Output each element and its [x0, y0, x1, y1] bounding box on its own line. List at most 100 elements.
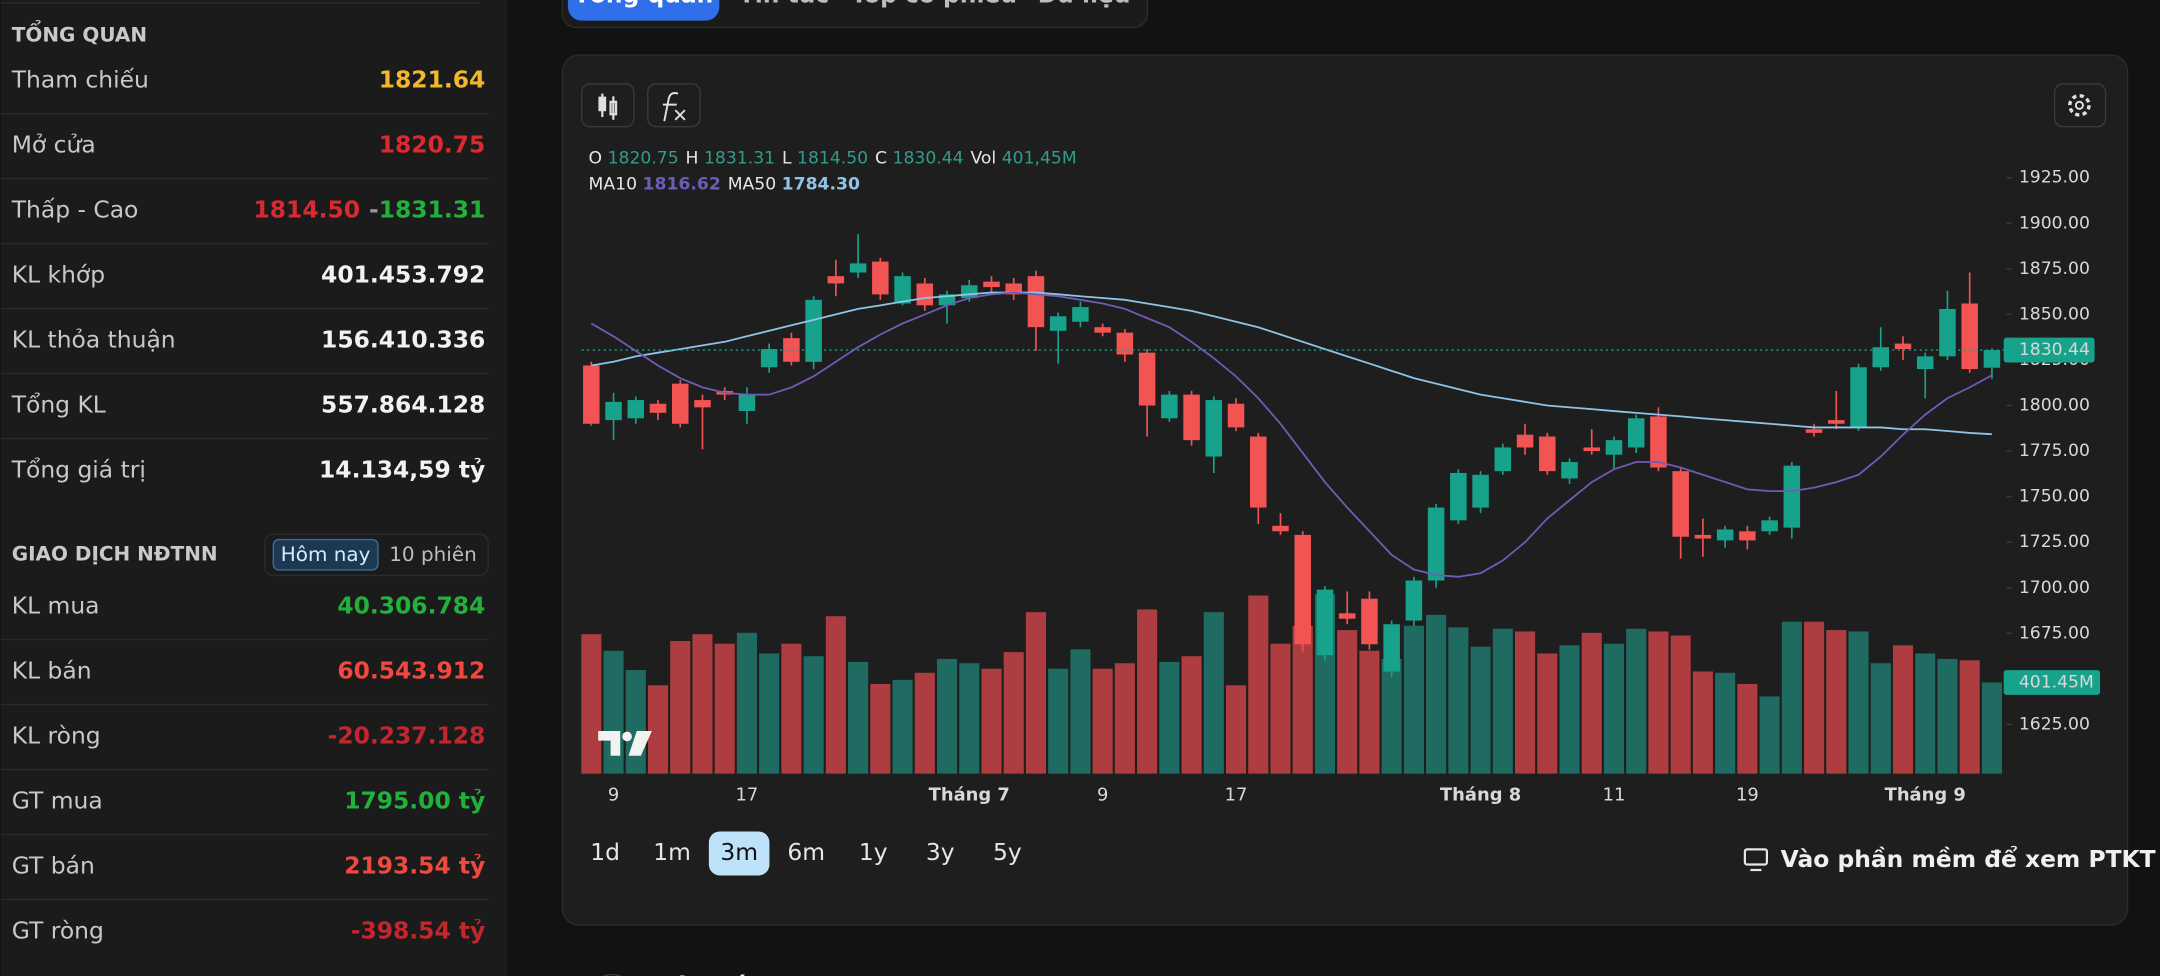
volume-bar: [1715, 672, 1736, 774]
volume-bar: [1003, 652, 1024, 774]
candle-body: [1072, 307, 1089, 322]
candle-body: [1405, 580, 1423, 621]
chart-type-button[interactable]: [580, 83, 635, 128]
candle-body: [649, 403, 667, 413]
candle-body: [1561, 462, 1578, 479]
candle-body: [1627, 418, 1645, 448]
ohlc-legend: O 1820.75 H 1831.31 L 1814.50 C 1830.44 Vol 401,4…: [589, 148, 1077, 168]
ma-line: [591, 291, 1992, 436]
volume-bar: [1203, 612, 1224, 774]
toggle-active: [272, 538, 379, 571]
range-button[interactable]: 3m: [720, 838, 758, 866]
candle-body: [760, 349, 778, 368]
tab[interactable]: Dữ liệu: [1038, 0, 1131, 8]
row-high: 1831.31: [379, 196, 486, 224]
range-active: [708, 831, 770, 876]
candle-body: [1383, 624, 1400, 672]
y-tick-label: 1925.00: [2019, 168, 2090, 188]
range-button[interactable]: 3y: [926, 838, 955, 866]
left-panel: [0, 0, 508, 976]
row-label: Tổng KL: [11, 391, 106, 419]
candle-icon: [598, 93, 618, 120]
candle-body: [1450, 472, 1467, 521]
row-value: 2193.54 tỷ: [344, 851, 485, 879]
volume-bar: [870, 683, 891, 774]
volume-bar: [1537, 653, 1558, 774]
volume-bar: [1692, 671, 1713, 774]
y-tick-label: 1875.00: [2019, 259, 2090, 279]
row-label: GT ròng: [12, 916, 104, 944]
candle-body: [1894, 343, 1912, 350]
indicator-button[interactable]: [647, 83, 701, 128]
x-tick-label: Tháng 9: [1885, 785, 1966, 806]
volume-bar: [1270, 643, 1291, 774]
software-link[interactable]: Vào phần mềm để xem PTKT: [1781, 845, 2156, 873]
row-label: KL thỏa thuận: [12, 326, 176, 354]
row-label: GT bán: [12, 851, 95, 879]
candle-body: [1272, 525, 1289, 532]
range-button[interactable]: 1y: [859, 838, 888, 866]
range-button[interactable]: 5y: [993, 838, 1022, 866]
candle-body: [1872, 347, 1890, 368]
candle-body: [1783, 465, 1801, 528]
candle-body: [671, 383, 689, 424]
range-button[interactable]: 6m: [787, 838, 825, 866]
gear-icon: [2068, 93, 2091, 117]
active-tab: [567, 0, 720, 21]
volume-bar: [1070, 649, 1091, 774]
y-tick-label: 1800.00: [2019, 396, 2090, 416]
volume-bar: [781, 643, 802, 774]
candle-body: [583, 365, 600, 424]
volume-bar: [892, 679, 913, 774]
row-value: -398.54 tỷ: [351, 916, 486, 944]
tab[interactable]: Top cổ phiếu: [851, 0, 1017, 8]
row-value: 60.543.912: [337, 657, 485, 685]
x-tick-label: 17: [736, 785, 759, 806]
y-tick-label: 1850.00: [2019, 304, 2090, 324]
candle-body: [1716, 529, 1734, 541]
toggle-option[interactable]: Hôm nay: [281, 542, 371, 566]
tab[interactable]: Tổng quan: [574, 0, 713, 8]
volume-bar: [1959, 660, 1980, 774]
row-label: KL khớp: [12, 261, 105, 289]
row-value: 557.864.128: [321, 391, 485, 419]
y-tick-label: 1775.00: [2019, 441, 2090, 461]
volume-bar: [670, 640, 691, 774]
candle-body: [1472, 474, 1489, 508]
toggle-option[interactable]: 10 phiên: [389, 542, 477, 566]
candle-body: [1739, 531, 1756, 541]
ma-line: [590, 291, 1993, 578]
volume-bar: [1515, 631, 1536, 774]
legend-key: H: [686, 148, 699, 168]
tab[interactable]: Tin tức: [739, 0, 829, 8]
candle-body: [1850, 367, 1867, 428]
legend-key: MA10: [589, 174, 637, 194]
row-value: 40.306.784: [337, 592, 485, 620]
candle-body: [1005, 283, 1022, 295]
volume-tag: [2003, 670, 2101, 695]
candle-body: [1761, 520, 1778, 532]
x-tick-label: 19: [1736, 785, 1759, 806]
candle-body: [849, 263, 867, 273]
volume-bar: [1381, 658, 1402, 774]
volume-bar: [1292, 625, 1313, 774]
candle-body: [872, 261, 889, 295]
settings-button[interactable]: [2053, 83, 2107, 128]
candle-body: [1916, 356, 1934, 370]
row-label: KL bán: [12, 657, 92, 685]
candle-body: [1516, 434, 1534, 448]
row-value: 156.410.336: [321, 326, 485, 354]
x-tick-label: 9: [1097, 785, 1108, 806]
range-button[interactable]: 1m: [653, 838, 691, 866]
volume-bar: [914, 672, 935, 774]
row-value: 1821.64: [379, 66, 486, 94]
candle-body: [1183, 394, 1200, 441]
volume-bar: [625, 670, 646, 774]
candle-body: [694, 400, 711, 408]
volume-bar: [1759, 696, 1780, 774]
candle-body: [1672, 471, 1689, 537]
x-tick-label: Tháng 8: [1440, 785, 1521, 806]
candle-body: [983, 281, 1000, 288]
range-button[interactable]: 1d: [590, 838, 620, 866]
